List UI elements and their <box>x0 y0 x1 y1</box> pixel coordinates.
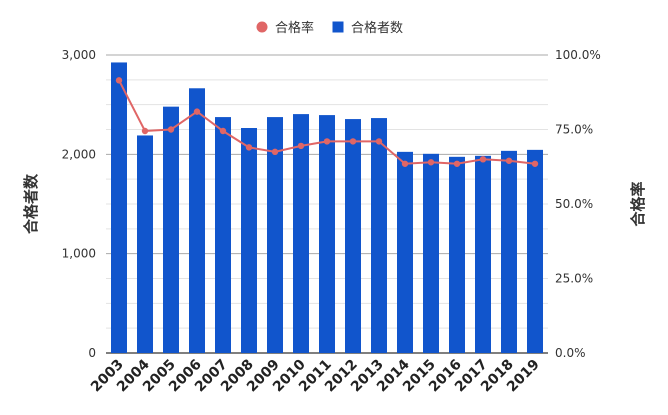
right-tick-label: 50.0% <box>555 197 593 211</box>
rate-point <box>323 138 331 145</box>
bar <box>215 117 231 353</box>
bar <box>501 150 517 353</box>
legend-label-count: 合格者数 <box>351 20 403 36</box>
rate-point <box>115 77 123 84</box>
rate-point <box>453 160 461 167</box>
rate-point <box>427 159 435 166</box>
bar <box>475 155 491 353</box>
rate-point <box>479 156 487 163</box>
bar <box>371 118 387 354</box>
rate-point <box>375 138 383 145</box>
left-tick-label: 1,000 <box>62 247 96 261</box>
right-tick-label: 75.0% <box>555 123 593 137</box>
rate-point <box>401 160 409 167</box>
legend-marker-count <box>332 21 344 33</box>
bar <box>137 135 153 353</box>
legend-marker-rate <box>256 21 268 33</box>
rate-point <box>297 142 305 150</box>
bar <box>319 115 335 353</box>
bar <box>423 153 439 353</box>
bar <box>449 156 465 353</box>
bar <box>293 114 309 353</box>
rate-point <box>193 108 201 115</box>
bar <box>241 128 257 353</box>
rate-point <box>245 144 253 151</box>
left-axis-title: 合格者数 <box>22 173 40 235</box>
rate-point <box>349 138 357 145</box>
rate-point <box>271 148 279 156</box>
rate-point <box>531 160 539 167</box>
right-tick-label: 100.0% <box>555 48 601 62</box>
bar-series <box>111 62 543 354</box>
right-tick-label: 0.0% <box>555 346 586 360</box>
rate-point <box>141 127 149 135</box>
bar <box>111 62 127 353</box>
bar <box>163 106 179 353</box>
left-tick-label: 2,000 <box>62 147 96 161</box>
bar <box>267 117 283 353</box>
bar <box>527 149 543 353</box>
right-axis-title: 合格率 <box>629 181 647 227</box>
bar <box>345 119 361 353</box>
rate-point <box>505 157 513 164</box>
left-tick-label: 3,000 <box>62 48 96 62</box>
line-series <box>115 77 539 167</box>
legend-label-rate: 合格率 <box>275 20 314 36</box>
legend: 合格率 合格者数 <box>256 20 403 36</box>
rate-point <box>219 127 227 135</box>
rate-point <box>167 126 175 133</box>
bar <box>189 88 205 353</box>
left-tick-label: 0 <box>88 346 96 360</box>
bar <box>397 151 413 353</box>
right-tick-label: 25.0% <box>555 272 593 286</box>
